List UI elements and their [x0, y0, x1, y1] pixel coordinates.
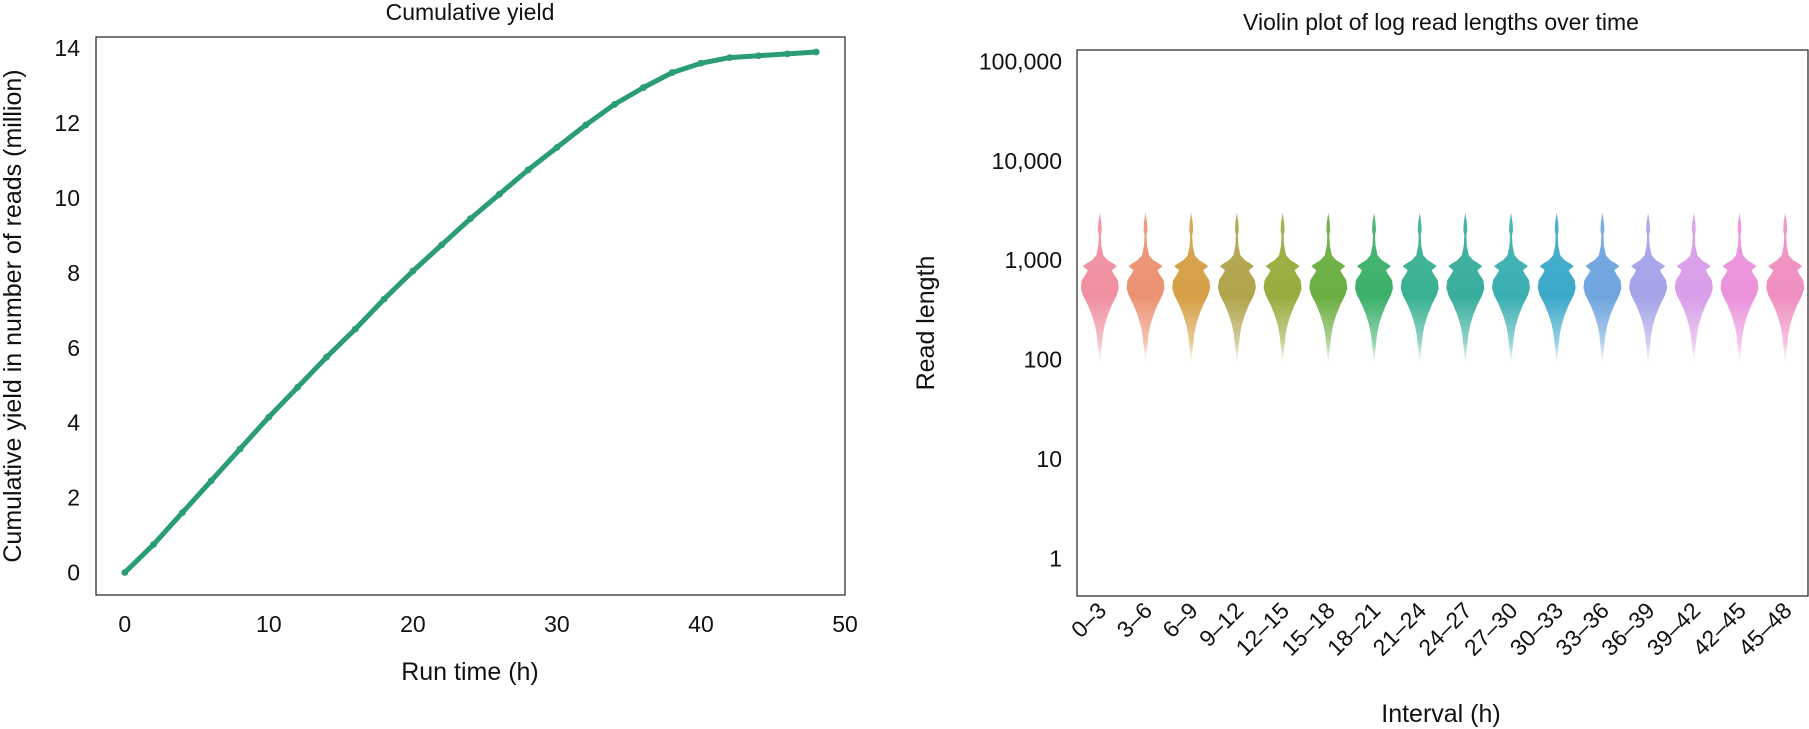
right-plot-frame	[1076, 49, 1809, 597]
yield-point	[323, 353, 330, 361]
left-x-tick-label: 20	[400, 611, 426, 637]
left-y-tick-label: 4	[67, 410, 80, 436]
yield-point	[265, 413, 273, 421]
violin-33–36	[1583, 212, 1622, 365]
yield-point	[755, 52, 762, 60]
violin-24–27	[1446, 212, 1485, 365]
right-y-tick-label: 10	[1036, 446, 1062, 472]
yield-point	[697, 59, 705, 67]
violin-18–21	[1355, 212, 1393, 365]
yield-point	[150, 541, 158, 548]
yield-point	[524, 166, 532, 174]
left-plot-frame	[95, 36, 846, 596]
left-chart-title: Cumulative yield	[386, 0, 555, 25]
violin-15–18	[1309, 212, 1348, 365]
left-x-tick-label: 50	[832, 611, 858, 637]
violin-12–15	[1263, 212, 1302, 365]
right-y-tick-label: 1,000	[1004, 247, 1062, 273]
violin-chart: Violin plot of log read lengths over tim…	[912, 9, 1809, 728]
yield-point	[121, 569, 129, 576]
yield-point	[179, 509, 186, 517]
violin-3–6	[1126, 212, 1165, 365]
left-y-axis-label: Cumulative yield in number of reads (mil…	[0, 69, 27, 562]
right-y-tick-label: 100,000	[979, 48, 1062, 74]
yield-point	[726, 54, 734, 61]
yield-point	[783, 50, 791, 58]
violin-series	[1080, 212, 1805, 365]
right-x-axis-label: Interval (h)	[1381, 700, 1500, 728]
violin-42–45	[1720, 212, 1759, 365]
left-y-tick-label: 12	[54, 110, 80, 136]
right-y-tick-label: 1	[1049, 546, 1062, 572]
yield-point	[582, 121, 590, 129]
yield-point	[409, 267, 417, 275]
violin-36–39	[1629, 212, 1668, 365]
right-y-tick-label: 10,000	[992, 148, 1062, 174]
violin-9–12	[1217, 212, 1256, 365]
left-y-tick-label: 10	[54, 185, 80, 211]
left-y-tick-label: 14	[54, 35, 80, 61]
right-x-tick-label: 3–6	[1112, 597, 1158, 643]
left-y-tick-label: 6	[67, 335, 80, 361]
violin-27–30	[1492, 212, 1530, 365]
left-x-tick-label: 10	[256, 611, 282, 637]
yield-point	[495, 190, 503, 198]
left-y-ticks: 0 2 4 6 8 10 12 14	[54, 35, 80, 585]
left-y-tick-label: 0	[67, 560, 80, 586]
right-chart-title: Violin plot of log read lengths over tim…	[1243, 9, 1639, 35]
cumulative-yield-chart: Cumulative yield 0 10 20 30 40 50 0 2 4 6 8 10 12 14…	[0, 0, 858, 686]
left-x-axis-label: Run time (h)	[401, 658, 539, 686]
violin-6–9	[1172, 212, 1211, 365]
yield-point	[553, 144, 561, 151]
yield-line	[122, 49, 819, 575]
yield-point	[236, 445, 244, 453]
left-y-tick-label: 2	[67, 485, 80, 511]
yield-point	[668, 69, 676, 76]
right-x-tick-label: 45–48	[1733, 597, 1797, 661]
left-x-tick-label: 40	[688, 611, 714, 637]
yield-point	[294, 383, 302, 391]
yield-point	[351, 325, 359, 333]
left-x-tick-label: 0	[118, 611, 131, 637]
left-data-series	[121, 48, 820, 576]
violin-45–48	[1766, 212, 1805, 365]
yield-point	[207, 477, 215, 485]
left-x-tick-label: 30	[544, 611, 570, 637]
violin-21–24	[1400, 212, 1439, 365]
right-x-ticks: 0–3 3–6 6–99–1212–1515–1818–2121–2424–2727…	[1066, 597, 1797, 661]
yield-point	[611, 101, 618, 108]
left-y-tick-label: 8	[67, 260, 80, 286]
right-y-axis-label: Read length	[912, 256, 940, 391]
right-y-ticks: 1 10 100 1,000 10,000 100,000	[979, 48, 1062, 571]
violin-30–33	[1537, 212, 1576, 365]
right-y-tick-label: 100	[1024, 347, 1062, 373]
yield-point	[438, 241, 446, 249]
yield-point	[812, 48, 820, 56]
left-x-ticks: 0 10 20 30 40 50	[118, 611, 857, 637]
yield-point	[639, 84, 647, 91]
violin-39–42	[1674, 212, 1713, 365]
right-x-tick-label: 0–3	[1066, 597, 1112, 643]
violin-0–3	[1080, 212, 1119, 365]
yield-point	[380, 295, 388, 303]
yield-point	[467, 215, 474, 223]
